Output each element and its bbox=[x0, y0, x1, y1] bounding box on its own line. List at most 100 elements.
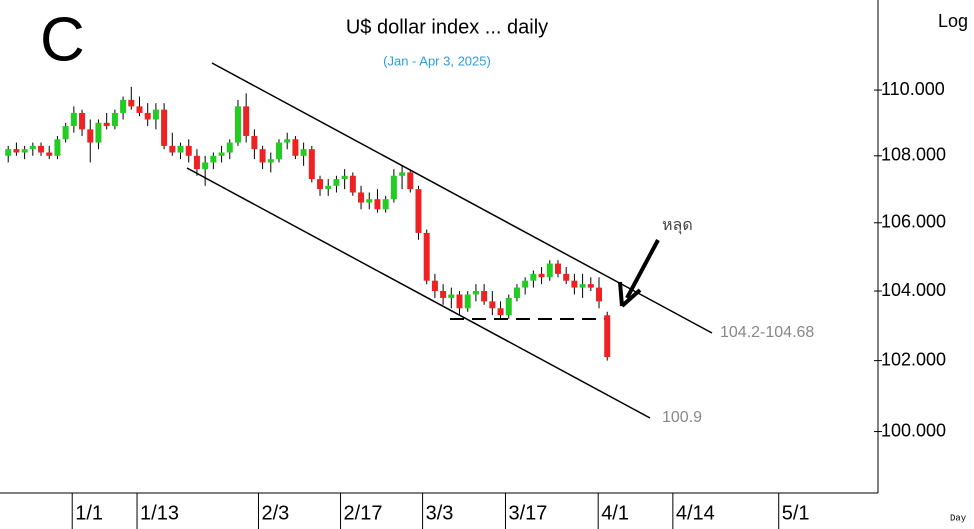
candle-body bbox=[193, 155, 200, 170]
candle-body bbox=[513, 287, 520, 298]
x-tick-label: 4/14 bbox=[676, 502, 715, 524]
y-tick-label: 110.000 bbox=[881, 79, 945, 99]
candle-body bbox=[587, 284, 594, 288]
candle-body bbox=[571, 280, 578, 288]
candle-body bbox=[456, 294, 463, 309]
candle-body bbox=[38, 145, 45, 153]
chart-title: U$ dollar index ... daily bbox=[346, 16, 548, 38]
candle-body bbox=[497, 308, 504, 316]
candle-body bbox=[259, 149, 266, 163]
candle-body bbox=[13, 149, 20, 153]
candle-body bbox=[111, 112, 118, 127]
candle-body bbox=[234, 106, 241, 143]
candle-body bbox=[5, 149, 12, 156]
candle-body bbox=[472, 291, 479, 295]
candle-body bbox=[374, 199, 381, 210]
candle-body bbox=[390, 175, 397, 200]
candle-body bbox=[563, 273, 570, 281]
x-tick-label: 3/3 bbox=[426, 502, 454, 524]
candle-body bbox=[349, 175, 356, 193]
y-tick-label: 106.000 bbox=[881, 212, 946, 232]
candle-body bbox=[87, 129, 94, 143]
candle-body bbox=[448, 294, 455, 298]
candle-body bbox=[464, 294, 471, 309]
candle-body bbox=[489, 301, 496, 309]
candle-body bbox=[226, 142, 233, 153]
candle-body bbox=[415, 189, 422, 233]
candle-body bbox=[308, 149, 315, 180]
candle-body bbox=[62, 126, 69, 140]
candle-body bbox=[152, 109, 159, 120]
candle-body bbox=[505, 297, 512, 316]
candle-body bbox=[530, 273, 537, 281]
candle-body bbox=[481, 291, 488, 302]
candle-body bbox=[292, 139, 299, 156]
arrow-shaft bbox=[625, 239, 660, 299]
y-tick-label: 100.000 bbox=[881, 420, 946, 440]
candle-body bbox=[358, 192, 365, 203]
candle-body bbox=[210, 155, 217, 163]
candle-body bbox=[284, 139, 291, 143]
candle-body bbox=[538, 273, 545, 278]
lower-channel bbox=[186, 167, 651, 419]
candle-body bbox=[333, 179, 340, 186]
candle-body bbox=[554, 263, 561, 274]
candle-body bbox=[79, 112, 86, 130]
candle-body bbox=[275, 142, 282, 160]
candle-body bbox=[202, 162, 209, 170]
x-tick-label: 3/17 bbox=[508, 502, 547, 524]
y-tick-label: 104.000 bbox=[881, 280, 946, 300]
candle-body bbox=[579, 284, 586, 288]
footer-label: Day bbox=[950, 513, 967, 523]
candle-body bbox=[440, 291, 447, 298]
candle-body bbox=[136, 106, 143, 113]
candle-body bbox=[103, 122, 110, 127]
candle-body bbox=[95, 122, 102, 143]
candle-body bbox=[29, 145, 36, 150]
candle-body bbox=[177, 145, 184, 153]
x-tick-label: 1/1 bbox=[75, 502, 103, 524]
arrow-head bbox=[618, 281, 642, 308]
candle-body bbox=[341, 175, 348, 180]
candle-body bbox=[366, 199, 373, 203]
x-tick-label: 2/3 bbox=[261, 502, 289, 524]
x-tick-label: 5/1 bbox=[782, 502, 810, 524]
candle-body bbox=[128, 99, 135, 107]
candle-body bbox=[21, 149, 28, 153]
candle-body bbox=[300, 149, 307, 156]
corner-label: C bbox=[40, 5, 85, 74]
candle-body bbox=[185, 145, 192, 156]
candle-body bbox=[399, 172, 406, 176]
candle-body bbox=[431, 280, 438, 292]
candle-body bbox=[596, 287, 603, 302]
x-tick-label: 1/13 bbox=[140, 502, 179, 524]
x-tick-label: 2/17 bbox=[344, 502, 383, 524]
candle-body bbox=[70, 112, 77, 127]
break-label: หลุด bbox=[662, 217, 693, 235]
candle-body bbox=[317, 179, 324, 190]
candle-body bbox=[46, 152, 53, 156]
candle-body bbox=[522, 280, 529, 288]
candle-body bbox=[407, 172, 414, 190]
candle-body bbox=[325, 185, 332, 190]
candle-body bbox=[382, 199, 389, 210]
scale-label: Log bbox=[938, 11, 968, 31]
y-tick-label: 102.000 bbox=[881, 349, 946, 369]
candle-body bbox=[423, 232, 430, 281]
candle-body bbox=[161, 109, 168, 146]
upper-label: 104.2-104.68 bbox=[720, 324, 814, 341]
candle-body bbox=[546, 263, 553, 278]
candle-body bbox=[267, 159, 274, 163]
candle-body bbox=[218, 152, 225, 156]
lower-label: 100.9 bbox=[662, 409, 702, 426]
candle-body bbox=[169, 145, 176, 153]
candle-body bbox=[604, 315, 611, 358]
x-tick-label: 4/1 bbox=[601, 502, 629, 524]
candle-body bbox=[120, 99, 127, 113]
candle-body bbox=[54, 139, 61, 156]
upper-channel bbox=[211, 62, 713, 334]
candle-body bbox=[243, 106, 250, 136]
